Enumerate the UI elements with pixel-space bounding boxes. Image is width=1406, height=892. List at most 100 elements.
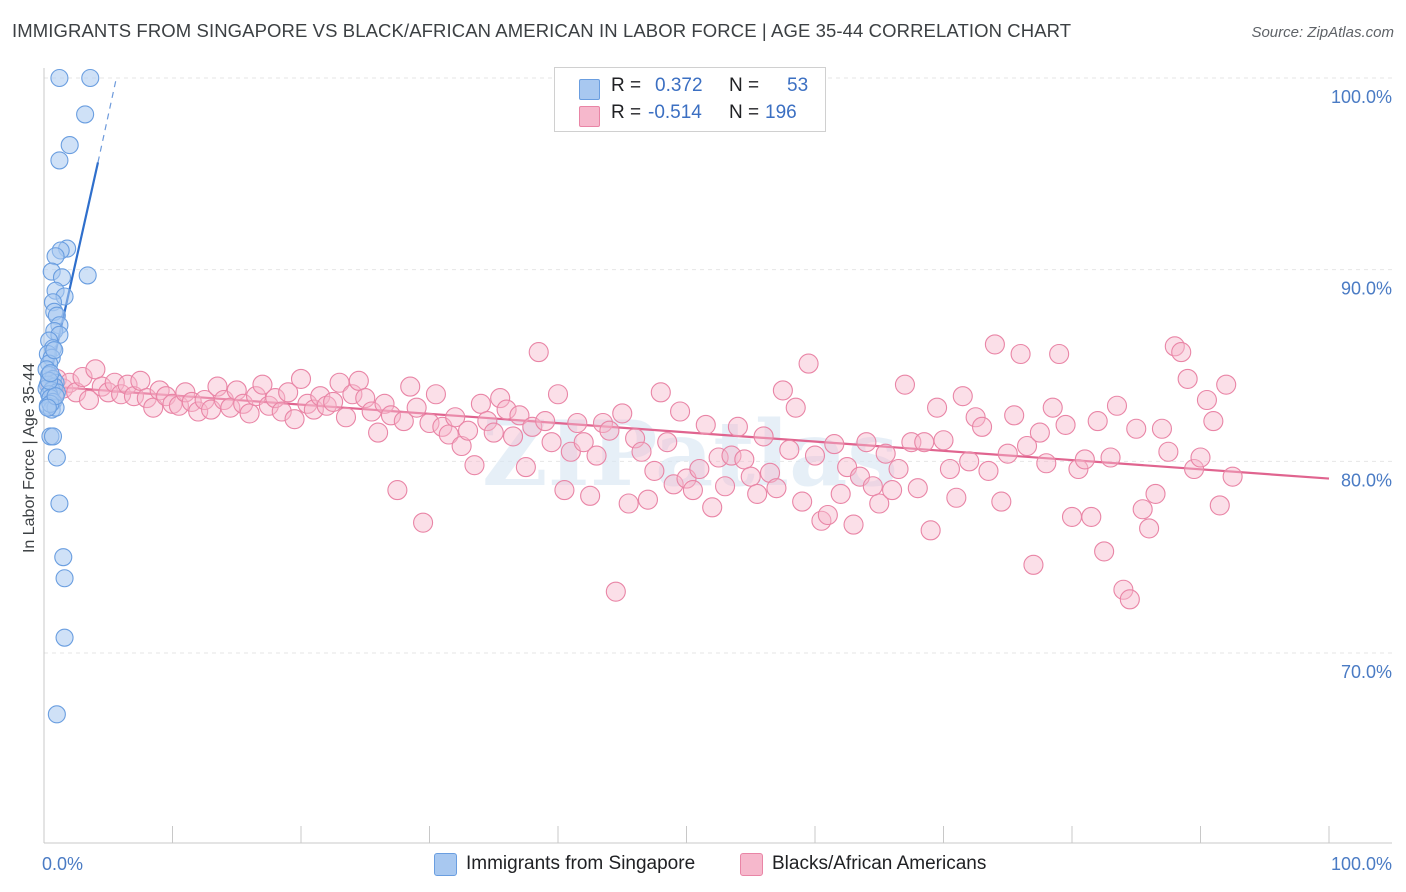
n-label: N = <box>729 75 760 96</box>
data-point <box>830 483 851 504</box>
data-point <box>1171 342 1192 363</box>
data-point <box>207 376 228 397</box>
data-point <box>946 487 967 508</box>
data-point <box>55 569 74 588</box>
data-point <box>265 388 286 409</box>
data-point <box>490 388 511 409</box>
data-point <box>72 366 93 388</box>
data-point <box>702 497 723 518</box>
data-point <box>76 105 95 124</box>
data-point <box>50 151 69 170</box>
data-point <box>78 266 97 285</box>
data-point <box>1203 411 1224 432</box>
data-point <box>875 443 896 464</box>
data-point <box>811 510 832 531</box>
data-point <box>817 504 838 526</box>
data-point <box>46 247 65 266</box>
data-point <box>971 416 993 437</box>
data-point <box>496 399 517 420</box>
data-point <box>670 401 691 422</box>
data-point <box>753 426 774 447</box>
data-point <box>1132 499 1153 520</box>
data-point <box>695 414 716 435</box>
data-point <box>226 380 247 401</box>
y-tick-label: 100.0% <box>1331 87 1392 107</box>
data-point <box>477 411 498 432</box>
data-point <box>824 434 845 455</box>
data-point <box>117 374 138 395</box>
data-point <box>721 445 742 466</box>
data-point <box>1004 405 1025 426</box>
legend-item-black: Blacks/African Americans <box>740 851 1040 877</box>
data-point <box>714 476 736 497</box>
data-point <box>1036 453 1057 474</box>
data-point <box>1151 418 1172 439</box>
data-point <box>457 420 479 441</box>
data-point <box>991 491 1012 512</box>
data-point <box>515 457 536 478</box>
stats-legend-box: R = 0.372 N = 53 R = -0.514 N = 196 <box>554 67 826 132</box>
data-point <box>625 428 646 449</box>
data-point <box>43 427 63 446</box>
data-point <box>188 401 209 422</box>
data-point <box>1190 447 1211 468</box>
data-point <box>323 391 344 412</box>
data-point <box>798 353 819 374</box>
data-point <box>451 435 472 457</box>
data-point <box>1042 397 1063 418</box>
data-point <box>316 395 337 416</box>
r-value: 0.372 <box>655 75 703 96</box>
data-point <box>1119 589 1140 610</box>
data-point <box>368 422 389 443</box>
data-point <box>50 68 69 88</box>
data-point <box>1106 395 1128 416</box>
data-point <box>47 705 66 724</box>
data-point <box>1113 579 1134 600</box>
n-value: 196 <box>765 102 797 123</box>
data-point <box>631 441 652 462</box>
data-point <box>779 439 800 460</box>
data-point <box>888 458 909 480</box>
data-point <box>1061 506 1083 527</box>
data-point <box>284 409 305 430</box>
data-point <box>335 407 357 428</box>
data-point <box>54 548 73 567</box>
stats-row-singapore: R = 0.372 N = 53 <box>555 75 825 101</box>
data-point <box>111 384 132 405</box>
data-point <box>708 447 729 468</box>
data-point <box>1055 414 1076 435</box>
data-point <box>1145 483 1166 504</box>
data-point <box>483 422 504 443</box>
data-point <box>38 398 57 417</box>
x-tick-label: 100.0% <box>1331 854 1392 874</box>
data-point <box>303 399 324 420</box>
data-point <box>785 397 806 418</box>
y-tick-label: 70.0% <box>1341 662 1392 682</box>
data-point <box>438 424 459 445</box>
data-point <box>168 395 189 416</box>
data-point <box>149 380 170 401</box>
data-point <box>618 493 639 514</box>
legend-label-black: Blacks/African Americans <box>772 853 987 874</box>
data-point <box>425 384 446 405</box>
data-point <box>927 397 948 418</box>
data-point <box>85 359 106 380</box>
data-point <box>747 483 768 504</box>
data-point <box>130 370 151 391</box>
trend-line-singapore-extension <box>97 79 117 163</box>
legend-swatch-black <box>740 853 763 876</box>
data-point <box>882 480 903 501</box>
data-point <box>907 478 928 499</box>
data-point <box>682 480 703 501</box>
data-point <box>759 462 781 483</box>
data-point <box>413 512 434 533</box>
data-point <box>60 136 79 155</box>
data-point <box>233 393 254 414</box>
r-value: -0.514 <box>648 102 702 123</box>
data-point <box>920 520 941 541</box>
data-point <box>766 478 787 499</box>
n-value: 53 <box>787 75 809 96</box>
data-point <box>959 451 980 472</box>
data-point <box>470 393 491 414</box>
